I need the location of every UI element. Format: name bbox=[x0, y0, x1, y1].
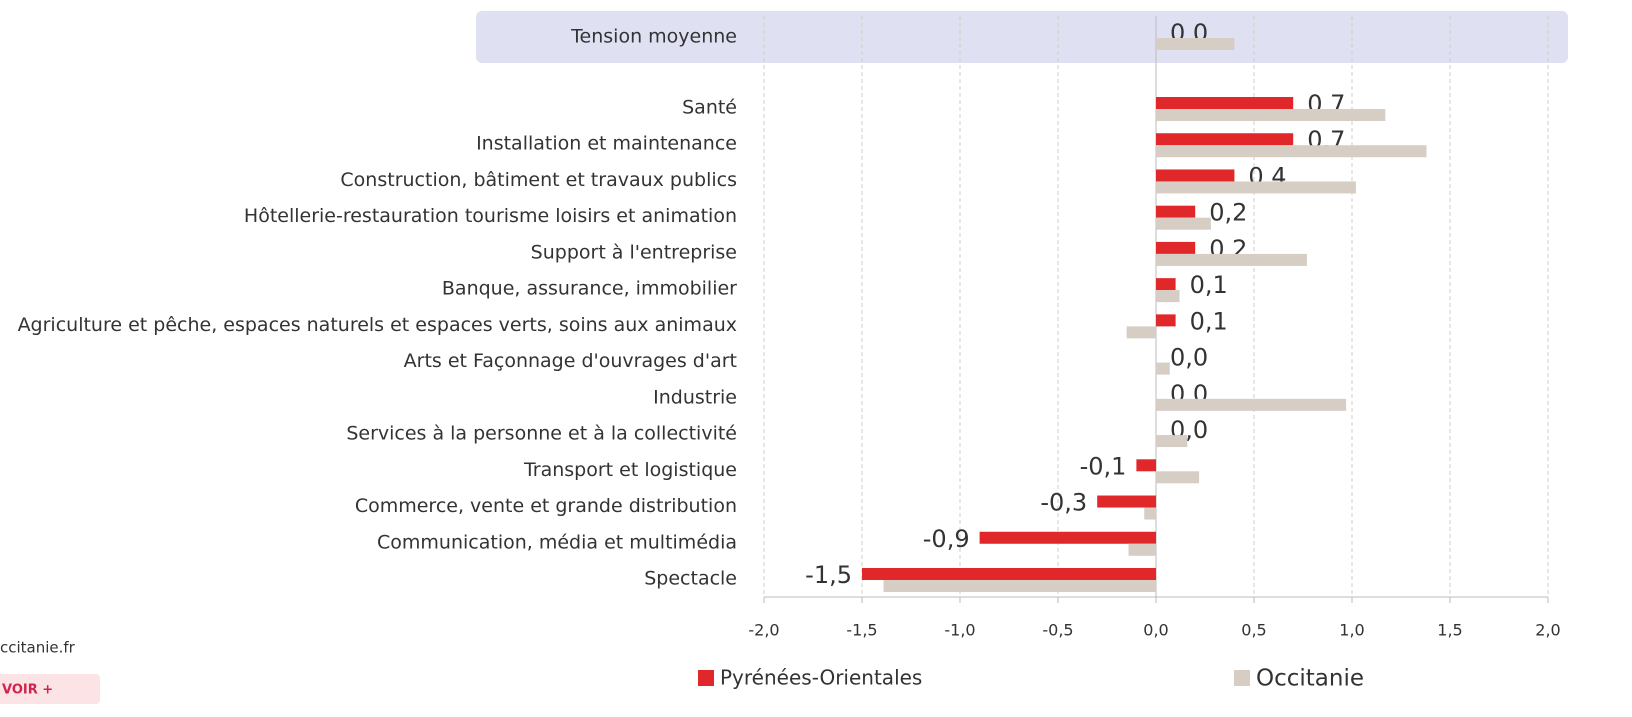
bar bbox=[1156, 217, 1211, 230]
bar bbox=[1156, 133, 1294, 146]
bar bbox=[1156, 471, 1200, 484]
bar bbox=[1156, 241, 1196, 254]
bar bbox=[1156, 314, 1176, 327]
data-label: 0,1 bbox=[1190, 307, 1228, 335]
category-label: Commerce, vente et grande distribution bbox=[355, 495, 737, 517]
bar bbox=[1144, 507, 1156, 520]
bar bbox=[1156, 362, 1170, 375]
bar bbox=[1128, 543, 1156, 556]
legend-label: Occitanie bbox=[1256, 666, 1364, 692]
bar bbox=[1136, 459, 1156, 472]
bar bbox=[1156, 181, 1356, 194]
bar bbox=[1156, 169, 1235, 182]
source: ccitanie.fr bbox=[0, 639, 76, 657]
data-label: -0,9 bbox=[923, 525, 970, 553]
bar bbox=[1156, 145, 1427, 158]
category-label: Transport et logistique bbox=[523, 459, 737, 481]
category-label: Construction, bâtiment et travaux public… bbox=[340, 169, 737, 191]
category-label: Support à l'entreprise bbox=[531, 241, 737, 263]
bar bbox=[1156, 38, 1235, 50]
legend-swatch bbox=[1234, 670, 1250, 686]
category-label: Spectacle bbox=[644, 567, 737, 589]
category-label: Communication, média et multimédia bbox=[377, 531, 737, 553]
bar bbox=[1156, 278, 1176, 291]
x-tick-label: 1,0 bbox=[1339, 621, 1364, 640]
data-label: -1,5 bbox=[805, 561, 852, 589]
bar bbox=[862, 567, 1156, 580]
bar bbox=[1156, 97, 1294, 109]
category-label: Installation et maintenance bbox=[476, 133, 737, 155]
x-tick-label: -1,5 bbox=[846, 621, 877, 640]
bar bbox=[1156, 253, 1307, 266]
more-button[interactable] bbox=[0, 674, 100, 704]
x-tick-label: 0,5 bbox=[1241, 621, 1266, 640]
legend-swatch bbox=[698, 670, 714, 686]
category-label: Arts et Façonnage d'ouvrages d'art bbox=[404, 350, 737, 372]
bar bbox=[979, 531, 1156, 544]
bar bbox=[1156, 290, 1180, 303]
category-label: Industrie bbox=[653, 386, 737, 408]
x-tick-label: -1,0 bbox=[944, 621, 975, 640]
data-label: 0,2 bbox=[1209, 199, 1247, 227]
category-label: Services à la personne et à la collectiv… bbox=[346, 423, 737, 445]
category-label: Santé bbox=[682, 97, 737, 119]
category-label: Agriculture et pêche, espaces naturels e… bbox=[18, 314, 737, 336]
data-label: -0,3 bbox=[1040, 489, 1087, 517]
bar bbox=[1156, 398, 1347, 411]
bar bbox=[1156, 205, 1196, 218]
x-tick-label: 1,5 bbox=[1437, 621, 1462, 640]
x-tick-label: 2,0 bbox=[1535, 621, 1560, 640]
bar bbox=[1097, 495, 1156, 508]
x-tick-label: -2,0 bbox=[748, 621, 779, 640]
category-label: Tension moyenne bbox=[570, 26, 737, 48]
bar bbox=[1156, 435, 1188, 448]
bar bbox=[1156, 109, 1386, 121]
highlight-band bbox=[476, 11, 1568, 63]
data-label: 0,0 bbox=[1170, 344, 1208, 372]
x-tick-label: 0,0 bbox=[1143, 621, 1168, 640]
bar bbox=[1126, 326, 1156, 339]
legend-label: Pyrénées-Orientales bbox=[720, 666, 922, 690]
more-button-label[interactable]: VOIR + bbox=[2, 683, 53, 698]
data-label: 0,1 bbox=[1190, 271, 1228, 299]
category-label: Hôtellerie-restauration tourisme loisirs… bbox=[244, 205, 737, 227]
x-tick-label: -0,5 bbox=[1042, 621, 1073, 640]
category-label: Banque, assurance, immobilier bbox=[442, 278, 737, 300]
data-label: -0,1 bbox=[1080, 452, 1127, 480]
bar bbox=[883, 579, 1156, 592]
